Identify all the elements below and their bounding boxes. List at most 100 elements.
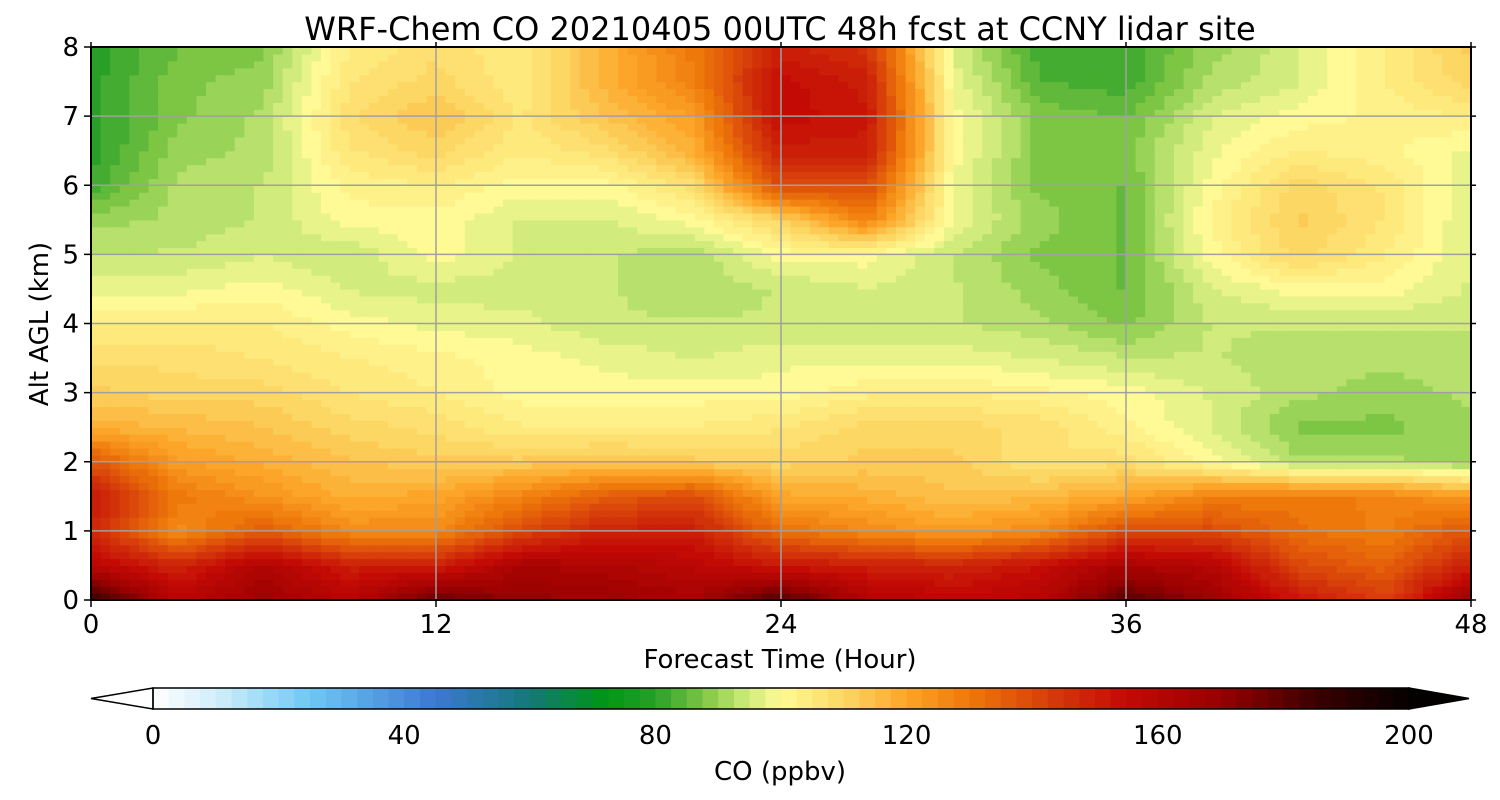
heat-cell	[991, 441, 1003, 449]
heat-cell	[1126, 378, 1137, 387]
heat-cell	[943, 482, 955, 490]
heat-cell	[771, 544, 782, 553]
heat-cell	[972, 558, 983, 567]
heat-cell	[493, 406, 504, 414]
heat-cell	[1413, 447, 1424, 456]
heat-cell	[541, 371, 552, 380]
heat-cell	[196, 406, 207, 414]
heat-cell	[388, 544, 399, 553]
heat-cell	[138, 523, 150, 532]
heat-cell	[1183, 517, 1194, 525]
heat-cell	[359, 517, 370, 525]
heat-cell	[1288, 392, 1300, 401]
heat-cell	[1461, 385, 1471, 394]
heat-cell	[1116, 427, 1127, 435]
heat-cell	[1183, 454, 1194, 463]
heat-cell	[483, 586, 495, 594]
heat-cell	[867, 413, 878, 421]
heat-cell	[1346, 496, 1357, 504]
heat-cell	[148, 399, 159, 408]
heat-cell	[1087, 579, 1098, 587]
heat-cell	[541, 427, 552, 435]
heat-cell	[646, 420, 658, 428]
heat-cell	[129, 364, 140, 373]
heat-cell	[416, 593, 428, 600]
heat-cell	[1384, 517, 1395, 525]
heat-cell	[1202, 406, 1213, 414]
heat-cell	[1001, 420, 1012, 428]
heat-cell	[1461, 565, 1471, 573]
heat-cell	[522, 441, 533, 449]
heat-cell	[493, 364, 504, 373]
heat-cell	[838, 441, 849, 449]
heat-cell	[436, 420, 447, 428]
heat-cell	[1432, 551, 1443, 560]
heat-cell	[915, 441, 926, 449]
heat-cell	[368, 565, 380, 573]
heat-cell	[857, 517, 868, 525]
heat-cell	[656, 517, 667, 525]
heat-cell	[828, 579, 840, 587]
heat-cell	[1106, 364, 1118, 373]
heat-cell	[244, 510, 255, 518]
heat-cell	[637, 510, 648, 518]
heat-cell	[1308, 503, 1319, 511]
heat-cell	[1269, 434, 1280, 442]
heat-cell	[991, 378, 1003, 387]
heat-cell	[474, 496, 485, 504]
heat-cell	[800, 523, 811, 532]
heat-cell	[1011, 537, 1022, 546]
heat-cell	[206, 364, 217, 373]
heat-cell	[704, 434, 715, 442]
heat-cell	[551, 447, 562, 456]
heat-cell	[627, 517, 638, 525]
heat-cell	[666, 413, 677, 421]
heat-cell	[1413, 364, 1424, 373]
heat-cell	[330, 468, 341, 477]
heat-cell	[455, 454, 466, 463]
heat-cell	[733, 503, 744, 511]
heat-cell	[598, 434, 610, 442]
heat-cell	[1106, 489, 1118, 497]
heat-cell	[781, 441, 792, 449]
heat-cell	[646, 503, 658, 511]
heat-cell	[234, 392, 245, 401]
heat-cell	[445, 551, 456, 560]
heat-cell	[1231, 427, 1242, 435]
heat-cell	[321, 413, 332, 421]
heat-cell	[177, 399, 188, 408]
heat-cell	[1413, 482, 1424, 490]
heat-cell	[1221, 572, 1233, 580]
heat-cell	[378, 482, 389, 490]
heat-cell	[1250, 544, 1261, 553]
heat-cell	[867, 364, 878, 373]
heat-cell	[1451, 378, 1463, 387]
heat-cell	[1126, 565, 1137, 573]
heat-cell	[91, 454, 102, 463]
heat-cell	[1078, 558, 1089, 567]
heat-cell	[416, 399, 428, 408]
heat-cell	[848, 461, 859, 470]
heat-cell	[1413, 371, 1424, 380]
heat-cell	[1356, 392, 1367, 401]
heat-cell	[177, 392, 188, 401]
heat-cell	[110, 434, 121, 442]
heat-cell	[282, 565, 293, 573]
heat-cell	[1020, 447, 1031, 456]
heat-cell	[416, 523, 428, 532]
heat-cell	[876, 544, 888, 553]
heat-cell	[206, 413, 217, 421]
heat-cell	[1356, 385, 1367, 394]
heat-cell	[244, 434, 255, 442]
heat-cell	[1116, 378, 1127, 387]
heat-cell	[1001, 371, 1012, 380]
heat-cell	[1049, 482, 1060, 490]
heat-cell	[1030, 434, 1041, 442]
heat-cell	[321, 441, 332, 449]
heat-cell	[436, 586, 447, 594]
heat-cell	[91, 371, 102, 380]
heat-cell	[934, 503, 945, 511]
heat-cell	[292, 434, 303, 442]
heat-cell	[1394, 544, 1405, 553]
heat-cell	[1288, 364, 1300, 373]
